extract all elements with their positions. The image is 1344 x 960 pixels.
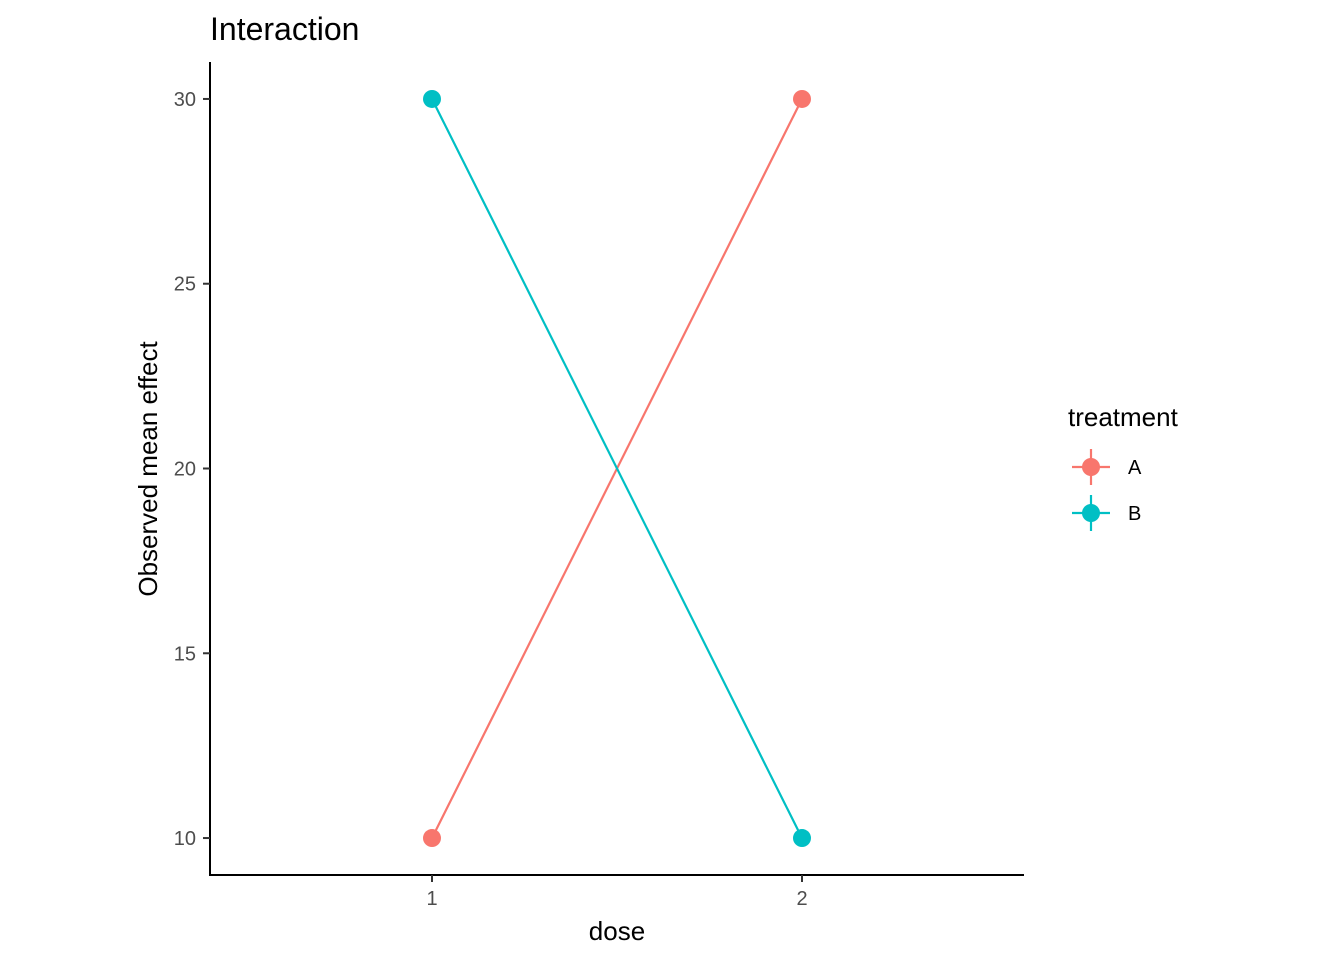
- series-point-A: [793, 89, 811, 108]
- y-tick-label: 30: [174, 89, 196, 111]
- legend: treatment A B: [1068, 402, 1179, 531]
- y-tick-label: 15: [174, 643, 196, 665]
- y-axis-title: Observed mean effect: [133, 341, 163, 597]
- y-axis-ticks: 10 15 20 25 30: [174, 89, 210, 850]
- legend-item-A: A: [1072, 449, 1142, 485]
- legend-title: treatment: [1068, 402, 1179, 432]
- y-tick-label: 10: [174, 828, 196, 850]
- legend-item-B: B: [1072, 495, 1141, 531]
- x-tick-label: 2: [796, 888, 807, 910]
- series-point-B: [793, 829, 811, 848]
- legend-label: A: [1128, 457, 1142, 479]
- plot-area: [423, 89, 811, 848]
- x-tick-label: 1: [426, 888, 437, 910]
- y-tick-label: 20: [174, 459, 196, 481]
- series-line-B: [431, 98, 803, 839]
- series-point-A: [423, 829, 441, 848]
- series-point-B: [423, 89, 441, 108]
- chart-title: Interaction: [210, 11, 359, 47]
- legend-key-point: [1082, 458, 1100, 476]
- y-tick-label: 25: [174, 274, 196, 296]
- legend-key-point: [1082, 504, 1100, 522]
- legend-label: B: [1128, 503, 1141, 525]
- x-axis-title: dose: [589, 916, 645, 946]
